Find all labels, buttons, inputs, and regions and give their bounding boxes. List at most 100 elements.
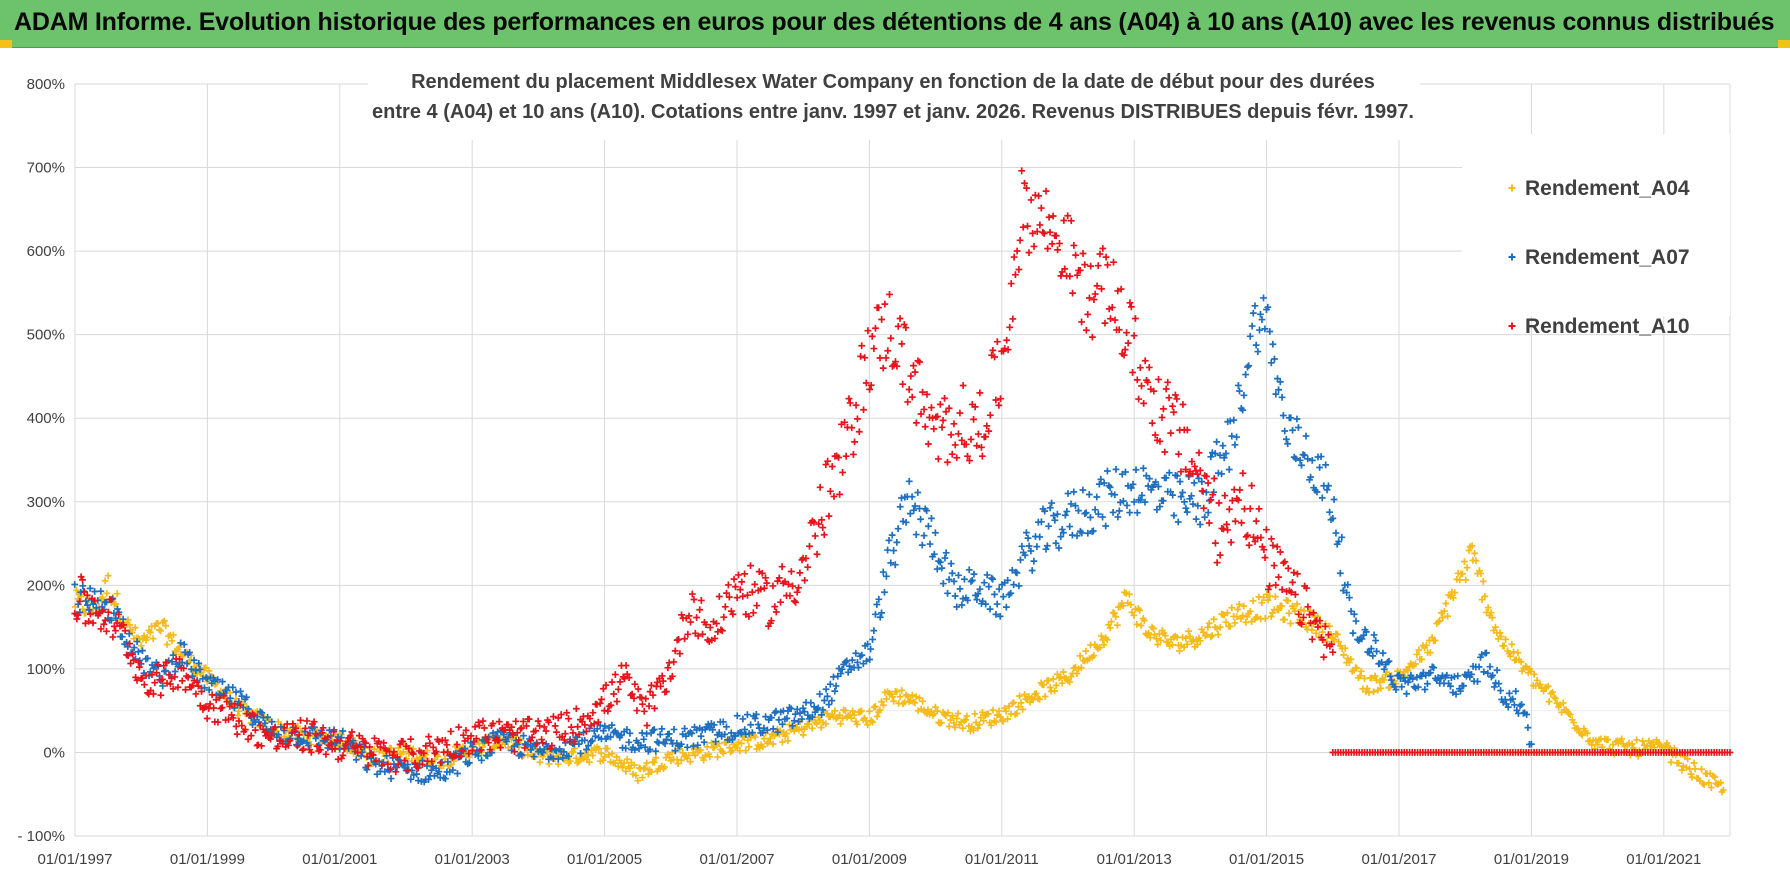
- point-a04: [972, 719, 980, 726]
- point-a04: [1153, 635, 1160, 643]
- point-a04: [813, 720, 821, 728]
- point-a10: [299, 746, 306, 754]
- legend-marker: [1508, 253, 1516, 261]
- point-a07: [357, 752, 365, 760]
- point-a07: [938, 564, 946, 572]
- point-a10: [802, 554, 810, 562]
- point-a04: [1653, 736, 1660, 744]
- point-a10: [103, 627, 110, 635]
- point-a07: [964, 596, 972, 604]
- point-a10: [736, 586, 744, 594]
- point-a10: [210, 704, 218, 712]
- point-a10: [159, 676, 166, 683]
- point-a10: [1292, 591, 1299, 598]
- point-a04: [1041, 693, 1049, 700]
- point-a10: [607, 701, 615, 709]
- point-a07: [826, 680, 834, 688]
- point-a10: [331, 745, 339, 753]
- point-a04: [661, 763, 668, 771]
- point-a04: [953, 715, 961, 722]
- point-a10: [432, 748, 440, 756]
- point-a10: [1203, 472, 1210, 480]
- x-tick-label: 01/01/2011: [965, 851, 1039, 868]
- point-a10: [295, 731, 303, 739]
- point-a10: [378, 761, 386, 769]
- point-a10: [1308, 635, 1316, 643]
- point-a04: [1380, 676, 1388, 684]
- point-a10: [962, 440, 970, 448]
- point-a07: [1018, 542, 1026, 550]
- point-a10: [354, 749, 361, 757]
- point-a10: [1046, 228, 1054, 236]
- point-a10: [142, 672, 150, 679]
- point-a04: [387, 744, 395, 752]
- point-a04: [1719, 786, 1727, 794]
- point-a04: [1145, 629, 1153, 637]
- point-a07: [1282, 435, 1290, 443]
- point-a10: [1144, 378, 1152, 386]
- point-a07: [1042, 545, 1050, 553]
- point-a10: [751, 580, 759, 588]
- point-a10: [1228, 497, 1236, 504]
- point-a10: [1246, 505, 1254, 513]
- point-a04: [1264, 596, 1272, 604]
- point-a04: [1204, 623, 1212, 631]
- point-a10: [452, 752, 460, 760]
- point-a10: [480, 724, 488, 732]
- point-a07: [1313, 488, 1321, 496]
- point-a10: [745, 613, 753, 620]
- point-a04: [1032, 690, 1040, 697]
- point-a10: [1224, 526, 1231, 534]
- point-a04: [1312, 629, 1320, 637]
- point-a10: [1099, 245, 1107, 252]
- point-a10: [907, 372, 915, 380]
- point-a04: [883, 695, 890, 703]
- point-a10: [1268, 535, 1275, 543]
- point-a10: [557, 711, 565, 718]
- point-a07: [1010, 581, 1018, 589]
- point-a07: [1409, 675, 1417, 683]
- point-a07: [229, 684, 237, 691]
- point-a10: [824, 457, 832, 465]
- point-a04: [1246, 607, 1254, 615]
- point-a07: [688, 730, 696, 737]
- point-a10: [772, 608, 780, 616]
- point-a04: [1226, 623, 1234, 630]
- point-a07: [719, 718, 727, 726]
- point-a10: [795, 584, 802, 592]
- point-a10: [631, 680, 639, 688]
- point-a04: [1278, 602, 1286, 610]
- point-a10: [572, 705, 580, 713]
- point-a04: [1687, 770, 1695, 778]
- point-a10: [1245, 541, 1253, 549]
- point-a07: [527, 746, 535, 754]
- point-a04: [700, 756, 708, 764]
- point-a07: [1115, 507, 1123, 515]
- point-a04: [1051, 687, 1059, 695]
- point-a10: [109, 633, 117, 641]
- y-tick-label: 700%: [27, 160, 65, 177]
- point-a07: [1329, 514, 1337, 522]
- point-a10: [1035, 192, 1043, 200]
- point-a04: [769, 740, 777, 748]
- point-a07: [1141, 498, 1149, 506]
- point-a10: [241, 726, 249, 733]
- point-a04: [1261, 615, 1269, 622]
- point-a07: [339, 727, 347, 735]
- point-a07: [1033, 543, 1041, 551]
- point-a04: [937, 719, 945, 727]
- point-a10: [497, 744, 504, 752]
- point-a04: [1260, 594, 1268, 601]
- point-a10: [657, 682, 665, 690]
- point-a10: [860, 406, 867, 414]
- point-a10: [645, 702, 653, 710]
- point-a10: [955, 430, 962, 438]
- point-a10: [767, 617, 775, 625]
- legend-label: Rendement_A07: [1525, 246, 1690, 269]
- point-a07: [444, 758, 452, 766]
- point-a10: [79, 576, 86, 584]
- point-a04: [1404, 667, 1412, 675]
- point-a07: [1249, 309, 1257, 317]
- point-a10: [784, 580, 792, 588]
- point-a04: [1125, 590, 1133, 598]
